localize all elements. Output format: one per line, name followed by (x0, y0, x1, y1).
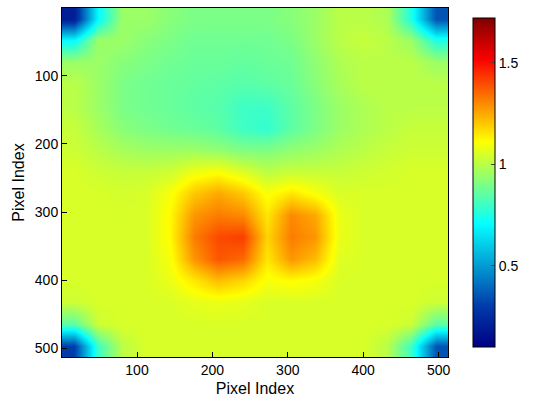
svg-text:200: 200 (201, 362, 225, 378)
svg-text:500: 500 (35, 340, 59, 356)
svg-text:Pixel Index: Pixel Index (216, 380, 294, 397)
svg-text:300: 300 (276, 362, 300, 378)
svg-text:500: 500 (427, 362, 451, 378)
svg-text:400: 400 (35, 272, 59, 288)
svg-text:1.5: 1.5 (499, 55, 519, 71)
svg-text:200: 200 (35, 136, 59, 152)
svg-text:0.5: 0.5 (499, 258, 519, 274)
svg-text:Pixel Index: Pixel Index (10, 143, 27, 221)
svg-text:1: 1 (499, 156, 507, 172)
svg-text:100: 100 (35, 68, 59, 84)
svg-text:100: 100 (125, 362, 149, 378)
svg-text:400: 400 (352, 362, 376, 378)
svg-text:300: 300 (35, 204, 59, 220)
